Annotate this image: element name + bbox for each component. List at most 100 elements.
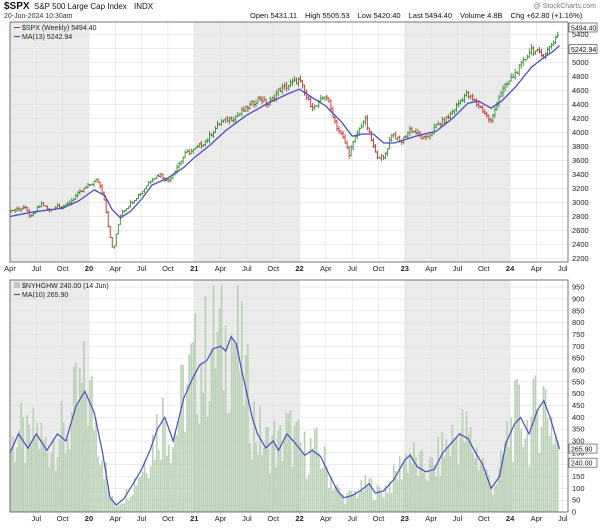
breadth-bar [241, 300, 243, 512]
breadth-bar [243, 405, 245, 512]
breadth-bar [287, 414, 290, 512]
breadth-bar [196, 413, 199, 512]
breadth-bar [297, 419, 300, 512]
legend-entry: MA(13) 5242.94 [22, 34, 72, 41]
y-tick-label: 550 [572, 377, 585, 386]
x-tick-label: Apr [215, 264, 227, 273]
breadth-bar [101, 460, 103, 512]
breadth-bar [342, 494, 344, 512]
breadth-bar [155, 414, 158, 512]
ma13-line [9, 45, 561, 219]
breadth-bar [315, 427, 318, 512]
breadth-bar [332, 490, 334, 512]
breadth-bar [54, 470, 57, 512]
breadth-bar [309, 437, 312, 512]
breadth-bar [48, 467, 51, 512]
breadth-bar [224, 325, 227, 512]
breadth-bar [212, 284, 215, 512]
breadth-bar [32, 407, 35, 512]
breadth-bar [429, 457, 431, 512]
breadth-bar [85, 396, 87, 512]
breadth-bar [451, 424, 454, 512]
breadth-bar [99, 464, 101, 512]
breadth-bar [311, 448, 314, 512]
breadth-bar [200, 361, 203, 512]
breadth-bar [220, 284, 223, 512]
watermark: @ StockCharts.com [534, 3, 597, 10]
y-tick-label: 2800 [572, 212, 589, 221]
breadth-bar [326, 466, 328, 512]
y-tick-label: 900 [572, 294, 585, 303]
quote-chg: Chg +62.80 (+1.16%) [511, 11, 583, 20]
x-tick-label: 20 [85, 264, 93, 273]
breadth-bar [542, 386, 545, 512]
x-tick-label: 22 [295, 514, 303, 523]
y-tick-label: 3600 [572, 156, 589, 165]
breadth-bar [554, 433, 557, 512]
ma10-line [9, 335, 561, 506]
y-tick-label: 3000 [572, 198, 589, 207]
breadth-bar [111, 495, 114, 512]
breadth-bar [176, 434, 178, 512]
chart-symbol: $SPX [4, 1, 30, 12]
breadth-bar [107, 484, 110, 512]
breadth-bar [392, 464, 395, 512]
price-tag: 240.00 [568, 457, 598, 468]
breadth-bar [151, 434, 154, 512]
x-tick-label: 24 [506, 264, 515, 273]
breadth-bar [186, 384, 188, 512]
breadth-bar [257, 454, 259, 512]
x-tick-label: Jul [558, 264, 568, 273]
breadth-bar [461, 409, 464, 512]
y-tick-label: 100 [572, 484, 585, 493]
breadth-bar [496, 484, 498, 512]
breadth-bar [194, 313, 197, 512]
x-tick-label: Jul [242, 514, 252, 523]
breadth-bar [95, 417, 97, 512]
breadth-bar [109, 498, 112, 512]
breadth-bar [230, 333, 233, 512]
breadth-bar [415, 457, 417, 512]
chart-exchange: INDX [134, 2, 154, 11]
y-tick-label: 50 [572, 496, 580, 505]
breadth-bar [317, 452, 320, 512]
breadth-bar [449, 456, 452, 512]
x-tick-label: Jul [137, 514, 147, 523]
breadth-bar [556, 441, 559, 512]
y-tick-label: 750 [572, 330, 585, 339]
breadth-bar [162, 397, 164, 512]
breadth-bar [467, 433, 470, 512]
breadth-bar [87, 426, 89, 512]
breadth-bar [113, 502, 116, 512]
breadth-bar [524, 438, 527, 512]
y-tick-label: 4400 [572, 100, 589, 109]
breadth-bar [135, 485, 138, 512]
breadth-bar [455, 435, 458, 512]
breadth-bar [210, 348, 213, 512]
x-tick-label: Apr [215, 514, 227, 523]
breadth-bar [459, 432, 462, 512]
breadth-bar [145, 473, 148, 512]
breadth-bar [70, 412, 73, 512]
breadth-bar [528, 466, 531, 512]
breadth-bar [368, 478, 371, 512]
price-legend: $SPX (Weekly) 5494.40 MA(13) 5242.94 [14, 25, 97, 41]
x-tick-label: Apr [425, 514, 437, 523]
breadth-bar [409, 452, 411, 512]
breadth-bar [64, 453, 67, 512]
legend-entry: MA(10) 265.90 [22, 292, 68, 299]
breadth-bar [506, 421, 508, 512]
x-tick-label: Apr [320, 264, 332, 273]
breadth-bar [498, 468, 500, 512]
breadth-bar [522, 446, 525, 512]
breadth-bar [158, 450, 160, 512]
breadth-bar [202, 392, 205, 512]
breadth-bar [407, 472, 409, 512]
breadth-bar [350, 490, 352, 512]
breadth-bar [510, 418, 512, 512]
breadth-bar [58, 439, 61, 512]
x-tick-label: Apr [109, 264, 121, 273]
breadth-bar [518, 384, 521, 512]
breadth-bar [164, 421, 166, 512]
breadth-bar [208, 401, 211, 512]
